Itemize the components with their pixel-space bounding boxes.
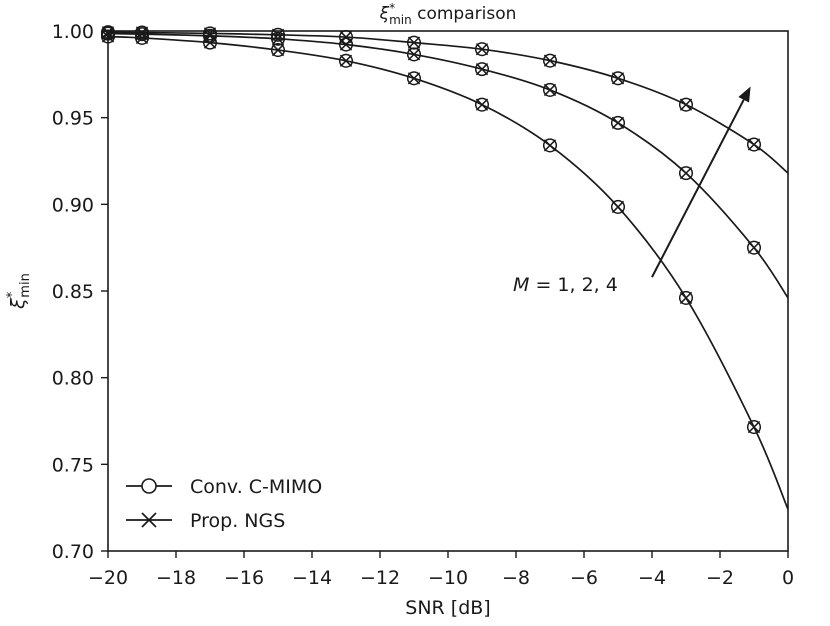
x-marker	[407, 48, 421, 61]
circle-marker	[406, 47, 422, 62]
circle-marker	[406, 71, 422, 86]
x-tick-label: −18	[156, 567, 196, 589]
circle-marker	[542, 138, 558, 153]
circle-marker	[202, 35, 218, 50]
circle-marker	[678, 290, 694, 305]
x-marker	[407, 36, 421, 49]
legend-item-conv-c-mimo: Conv. C-MIMO	[126, 476, 322, 498]
y-tick-label: 0.90	[52, 194, 94, 216]
legend-label: Prop. NGS	[190, 510, 285, 532]
chart-title: ξ* min comparison	[379, 1, 517, 27]
series-line-m1	[107, 31, 789, 174]
circle-marker	[610, 71, 626, 86]
x-axis-label: SNR [dB]	[405, 597, 490, 619]
x-marker	[747, 241, 761, 254]
x-marker	[611, 116, 625, 129]
legend-item-prop-ngs: Prop. NGS	[126, 510, 285, 532]
circle-marker	[542, 82, 558, 97]
circle-marker	[406, 35, 422, 50]
y-tick-label: 0.85	[52, 281, 94, 303]
x-tick-label: −8	[502, 567, 530, 589]
circle-marker	[474, 62, 490, 77]
x-marker	[543, 139, 557, 152]
x-tick-label: −12	[360, 567, 400, 589]
circle-marker	[338, 37, 354, 52]
x-tick-label: −16	[224, 567, 264, 589]
circle-marker	[474, 97, 490, 112]
x-tick-label: −2	[706, 567, 734, 589]
circle-marker	[542, 53, 558, 68]
circle-marker	[610, 199, 626, 214]
y-tick-label: 1.00	[52, 21, 94, 43]
x-marker	[339, 54, 353, 67]
x-marker	[747, 138, 761, 151]
legend-label: Conv. C-MIMO	[190, 476, 322, 498]
x-tick-label: −10	[428, 567, 468, 589]
y-tick-label: 0.70	[52, 541, 94, 563]
x-marker	[475, 63, 489, 76]
circle-marker	[746, 137, 762, 152]
x-marker	[679, 291, 693, 305]
circle-marker	[270, 27, 286, 42]
x-marker	[543, 83, 557, 97]
annotation-label: M = 1, 2, 4	[513, 274, 618, 296]
x-marker	[679, 167, 693, 180]
x-marker	[271, 32, 285, 45]
circle-marker	[678, 166, 694, 181]
circle-marker	[474, 42, 490, 57]
annotation: M = 1, 2, 4	[513, 86, 751, 296]
x-marker	[135, 31, 149, 45]
circle-marker	[746, 240, 762, 255]
y-tick-label: 0.80	[52, 368, 94, 390]
legend-x-marker	[141, 512, 157, 528]
circle-marker	[338, 53, 354, 68]
circle-marker	[134, 27, 150, 42]
x-marker	[271, 43, 285, 57]
x-marker	[407, 72, 421, 85]
y-tick-label: 0.95	[52, 108, 94, 130]
annotation-arrow-shaft	[651, 99, 745, 278]
y-tick-label: 0.75	[52, 454, 94, 476]
annotation-arrow-head	[738, 86, 751, 103]
x-marker	[611, 72, 625, 85]
x-marker	[543, 54, 557, 67]
x-tick-label: −20	[88, 567, 128, 589]
x-tick-label: −4	[638, 567, 666, 589]
circle-marker	[270, 31, 286, 46]
legend: Conv. C-MIMO Prop. NGS	[126, 476, 322, 532]
x-marker	[475, 98, 489, 111]
x-marker	[679, 98, 693, 111]
x-marker	[747, 420, 761, 434]
circle-marker	[270, 43, 286, 58]
x-marker	[475, 43, 489, 56]
x-tick-label: 0	[782, 567, 794, 589]
series-line-m2	[107, 32, 789, 299]
circle-marker	[678, 97, 694, 112]
x-tick-label: −14	[292, 567, 332, 589]
circle-marker	[610, 115, 626, 130]
x-marker	[611, 200, 625, 214]
series-line-m4	[107, 35, 789, 510]
circle-marker	[746, 420, 762, 435]
x-tick-label: −6	[570, 567, 598, 589]
legend-circle-marker	[141, 478, 157, 494]
x-marker	[203, 36, 217, 49]
y-axis-label: ξ*min	[5, 273, 33, 310]
x-marker	[339, 38, 353, 51]
